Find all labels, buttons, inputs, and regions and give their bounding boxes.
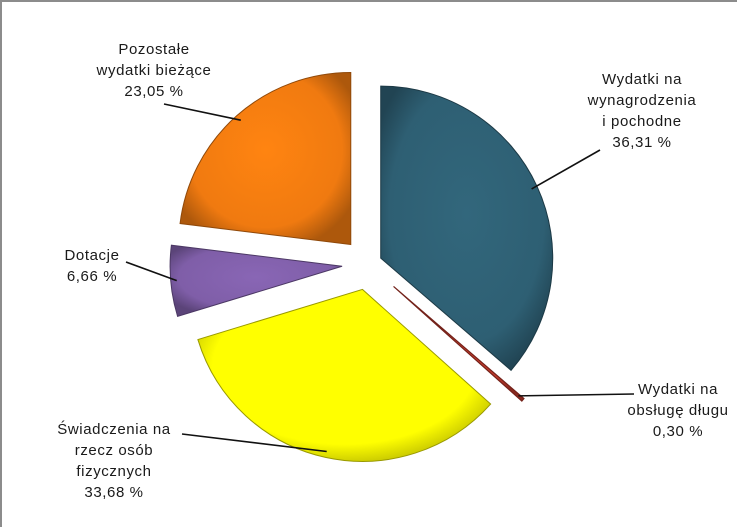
slice-percent-label: 36,31 % <box>612 134 671 151</box>
slice-percent-label: 0,30 % <box>653 423 703 440</box>
pie-slice <box>380 85 554 372</box>
leader-line <box>518 393 635 397</box>
slice-percent-label: 33,68 % <box>84 484 143 501</box>
slice-category-label: Dotacje <box>64 247 119 264</box>
leader-line <box>181 433 327 453</box>
leader-line <box>163 103 241 121</box>
pie-slice <box>169 244 343 318</box>
slice-category-label: Wydatki na <box>602 71 682 88</box>
pie-slice <box>179 72 352 246</box>
pie-slice <box>393 285 525 402</box>
slice-category-label: wydatki bieżące <box>96 62 212 79</box>
slice-category-label: i pochodne <box>602 113 681 130</box>
slice-category-label: Wydatki na <box>638 381 718 398</box>
leader-line <box>531 149 601 190</box>
leader-line <box>125 261 177 282</box>
slice-percent-label: 23,05 % <box>124 83 183 100</box>
pie-slice <box>197 288 492 462</box>
slice-category-label: wynagrodzenia <box>587 92 697 109</box>
slice-category-label: Pozostałe <box>118 41 189 58</box>
slice-category-label: rzecz osób <box>75 442 154 459</box>
slice-category-label: fizycznych <box>76 463 151 480</box>
slice-category-label: Świadczenia na <box>57 420 171 438</box>
slice-percent-label: 6,66 % <box>67 268 117 285</box>
slice-category-label: obsługę długu <box>627 402 728 419</box>
